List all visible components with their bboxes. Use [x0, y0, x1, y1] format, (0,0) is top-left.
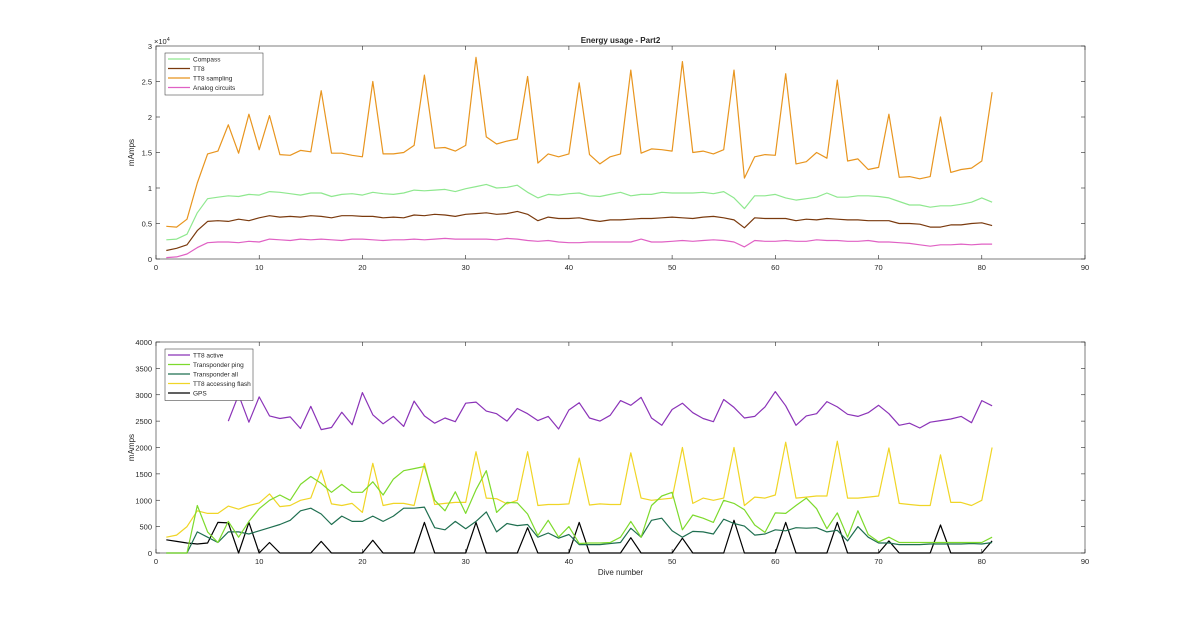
x-tick-label: 80: [978, 557, 986, 566]
series-line-tt8-accessing-flash: [166, 440, 993, 538]
series-line-gps: [166, 519, 993, 554]
legend-label: TT8 accessing flash: [193, 381, 251, 388]
y-tick-label: 3500: [135, 364, 152, 373]
x-tick-label: 50: [668, 263, 676, 272]
legend-label: GPS: [193, 390, 207, 397]
bottom-axes: 0 10 20 30 40 50 60 70 80 90 0 500 1000 1500 2000 2500 3…: [127, 338, 1089, 577]
chart-title: Energy usage - Part2: [581, 36, 661, 45]
y-exponent-power: 4: [167, 37, 170, 43]
legend-label: Transponder all: [193, 371, 238, 378]
y-tick-label: 1.5: [142, 149, 152, 158]
legend-label: TT8 active: [193, 352, 224, 359]
y-tick-label: 3: [148, 42, 152, 51]
legend-label: TT8 sampling: [193, 75, 233, 82]
legend-label: Analog circuits: [193, 85, 236, 92]
series-line-transponder-all: [166, 506, 993, 554]
legend-box: [164, 348, 254, 401]
y-exponent-label: ×104: [154, 37, 170, 46]
x-tick-label: 30: [461, 263, 469, 272]
y-tick-label: 1000: [135, 496, 152, 505]
x-tick-label: 10: [255, 263, 263, 272]
series-line-transponder-ping: [166, 465, 993, 554]
series-line-compass: [166, 183, 993, 241]
y-tick-label: 0: [148, 549, 152, 558]
y-tick-label: 2: [148, 113, 152, 122]
y-tick-label: 3000: [135, 391, 152, 400]
legend: TT8 active Transponder ping Transponder al…: [164, 348, 254, 401]
x-tick-label: 10: [255, 557, 263, 566]
x-tick-label: 20: [358, 557, 366, 566]
x-tick-label: 0: [154, 557, 158, 566]
y-tick-label: 1: [148, 184, 152, 193]
y-tick-label: 2.5: [142, 78, 152, 87]
series-line-tt8-active: [227, 391, 993, 431]
y-axis-label: mAmps: [127, 434, 136, 461]
y-tick-label: 0.5: [142, 220, 152, 229]
y-axis-label: mAmps: [127, 139, 136, 166]
y-tick-label: 2500: [135, 417, 152, 426]
x-tick-label: 40: [565, 263, 573, 272]
y-tick-label: 2000: [135, 444, 152, 453]
x-tick-label: 90: [1081, 557, 1089, 566]
x-tick-label: 60: [771, 263, 779, 272]
series-line-tt8-sampling: [166, 56, 993, 228]
x-tick-label: 70: [874, 557, 882, 566]
series-line-tt8: [166, 210, 993, 252]
y-tick-label: 0: [148, 255, 152, 264]
legend-label: TT8: [193, 66, 205, 73]
legend: Compass TT8 TT8 sampling Analog circuits: [164, 52, 264, 96]
legend-label: Transponder ping: [193, 362, 244, 369]
x-tick-label: 30: [461, 557, 469, 566]
x-tick-label: 60: [771, 557, 779, 566]
series-group: [166, 56, 993, 259]
y-tick-label: 1500: [135, 470, 152, 479]
x-axis-label: Dive number: [598, 568, 644, 577]
series-line-analog-circuits: [166, 237, 993, 259]
series-group: [166, 391, 993, 554]
x-tick-label: 80: [978, 263, 986, 272]
x-tick-label: 70: [874, 263, 882, 272]
x-tick-label: 40: [565, 557, 573, 566]
x-tick-label: 20: [358, 263, 366, 272]
plot-frame: [155, 341, 1086, 554]
y-tick-label: 500: [139, 523, 152, 532]
x-tick-label: 90: [1081, 263, 1089, 272]
x-tick-label: 50: [668, 557, 676, 566]
y-tick-label: 4000: [135, 338, 152, 347]
legend-label: Compass: [193, 56, 221, 63]
top-axes: 0 10 20 30 40 50 60 70 80 90 0 0.5 1 1.5 2 2.5 3×104 Ener…: [127, 36, 1089, 272]
x-tick-label: 0: [154, 263, 158, 272]
